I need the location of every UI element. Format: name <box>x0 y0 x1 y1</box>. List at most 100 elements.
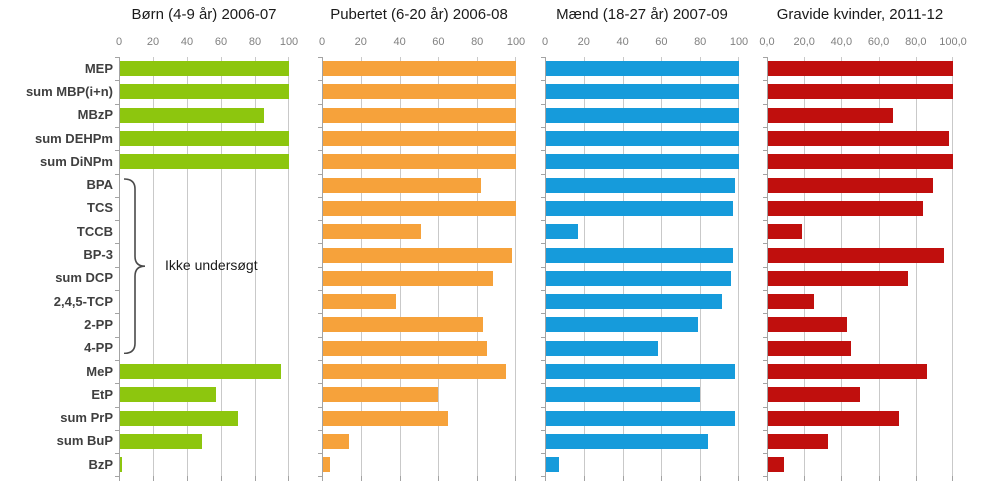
row-tick-mark <box>318 243 322 245</box>
bar-mep <box>768 61 953 77</box>
bar-sum-mbp-i+n- <box>768 84 953 100</box>
row-tick-mark <box>541 383 545 385</box>
bar-sum-bup <box>323 433 350 449</box>
gridline <box>622 57 624 477</box>
row-tick-mark <box>318 196 322 198</box>
row-tick-mark <box>541 429 545 431</box>
row-tick-mark <box>318 173 322 175</box>
row-tick-mark <box>763 359 767 361</box>
x-axis-tick-label: 100,0 <box>939 36 967 48</box>
category-label: 2-PP <box>84 316 113 332</box>
bar-bp-3 <box>768 247 944 263</box>
bar-sum-dehpm <box>323 131 516 147</box>
x-axis-tick-label: 60 <box>214 36 228 48</box>
row-tick-mark <box>763 243 767 245</box>
bar-sum-bup <box>768 433 829 449</box>
row-tick-mark <box>115 103 119 105</box>
row-tick-mark <box>763 196 767 198</box>
x-axis-tick-label: 0 <box>115 36 123 48</box>
category-label: sum DEHPm <box>34 130 113 146</box>
bar-sum-mbp-i+n- <box>120 84 289 100</box>
bar-mbzp <box>323 107 516 123</box>
row-tick-mark <box>763 336 767 338</box>
row-tick-mark <box>541 150 545 152</box>
bar-sum-dinpm <box>120 154 289 170</box>
row-tick-mark <box>763 80 767 82</box>
category-label: 4-PP <box>84 340 113 356</box>
bar-2-4-5-tcp <box>546 294 722 310</box>
gridline <box>661 57 663 477</box>
gridline <box>477 57 479 477</box>
not-examined-label: Ikke undersøgt <box>165 256 258 273</box>
row-tick-mark <box>115 243 119 245</box>
row-tick-mark <box>541 313 545 315</box>
bar-sum-dinpm <box>768 154 953 170</box>
row-tick-mark <box>318 290 322 291</box>
bar-sum-dinpm <box>323 154 516 170</box>
bar-etp <box>120 387 216 403</box>
axis-tick-mark <box>952 476 953 482</box>
axis-tick-mark <box>221 476 222 482</box>
row-tick-mark <box>763 429 767 431</box>
row-tick-mark <box>541 196 545 198</box>
row-tick-mark <box>115 57 119 58</box>
row-tick-mark <box>763 406 767 408</box>
category-label: sum DCP <box>55 270 113 286</box>
bar-2-pp <box>323 317 484 333</box>
bar-bzp <box>323 457 330 473</box>
row-tick-mark <box>115 80 119 82</box>
bar-sum-dinpm <box>546 154 739 170</box>
bar-2-4-5-tcp <box>768 294 814 310</box>
x-axis-tick-label: 0,0 <box>759 36 775 48</box>
row-tick-mark <box>763 383 767 385</box>
bar-sum-bup <box>546 433 708 449</box>
gridline <box>878 57 880 477</box>
row-tick-mark <box>318 453 322 455</box>
x-axis-tick-label: 40 <box>393 36 406 48</box>
axis-tick-mark <box>322 476 323 482</box>
x-axis-tick-label: 40 <box>180 36 194 48</box>
row-tick-mark <box>115 359 119 361</box>
row-tick-mark <box>115 196 119 198</box>
category-label: TCS <box>87 200 113 216</box>
plot-area <box>763 57 953 482</box>
bar-sum-mbp-i+n- <box>546 84 739 100</box>
row-tick-mark <box>115 453 119 455</box>
panel-title: Gravide kvinder, 2011-12 <box>776 6 944 23</box>
bar-mbzp <box>768 107 894 123</box>
row-tick-mark <box>115 336 119 338</box>
x-axis-tick-label: 80 <box>694 36 707 48</box>
bar-mep <box>546 364 736 380</box>
axis-tick-mark <box>153 476 154 482</box>
bar-mbzp <box>120 107 264 123</box>
y-axis-line <box>545 57 546 477</box>
gridline <box>288 57 289 477</box>
axis-tick-mark <box>622 476 624 482</box>
bar-bzp <box>546 457 559 473</box>
chart-panel-4: Gravide kvinder, 2011-12 0,0 20,0 40,0 60,0 8… <box>759 0 967 486</box>
category-label: MeP <box>86 363 113 379</box>
category-label: sum PrP <box>60 410 113 426</box>
y-axis-line <box>322 57 323 477</box>
row-tick-mark <box>318 220 322 222</box>
bar-sum-prp <box>546 410 736 426</box>
gridline <box>841 57 843 477</box>
category-label: sum DiNPm <box>40 153 113 169</box>
x-axis-tick-label: 40 <box>616 36 629 48</box>
axis-tick-mark <box>360 476 362 482</box>
category-label: MBzP <box>77 107 113 123</box>
row-tick-mark <box>318 103 322 105</box>
bar-etp <box>323 387 439 403</box>
row-tick-mark <box>115 266 119 268</box>
row-tick-mark <box>318 57 322 58</box>
x-axis-tick-label: 20 <box>577 36 590 48</box>
bar-mep <box>323 364 507 380</box>
bar-etp <box>768 387 860 403</box>
bar-sum-mbp-i+n- <box>323 84 516 100</box>
axis-tick-mark <box>738 476 739 482</box>
bar-sum-prp <box>323 410 449 426</box>
row-tick-mark <box>115 126 119 128</box>
bar-mep <box>546 61 739 77</box>
plot-area <box>318 57 516 482</box>
axis-tick-mark <box>841 476 843 482</box>
